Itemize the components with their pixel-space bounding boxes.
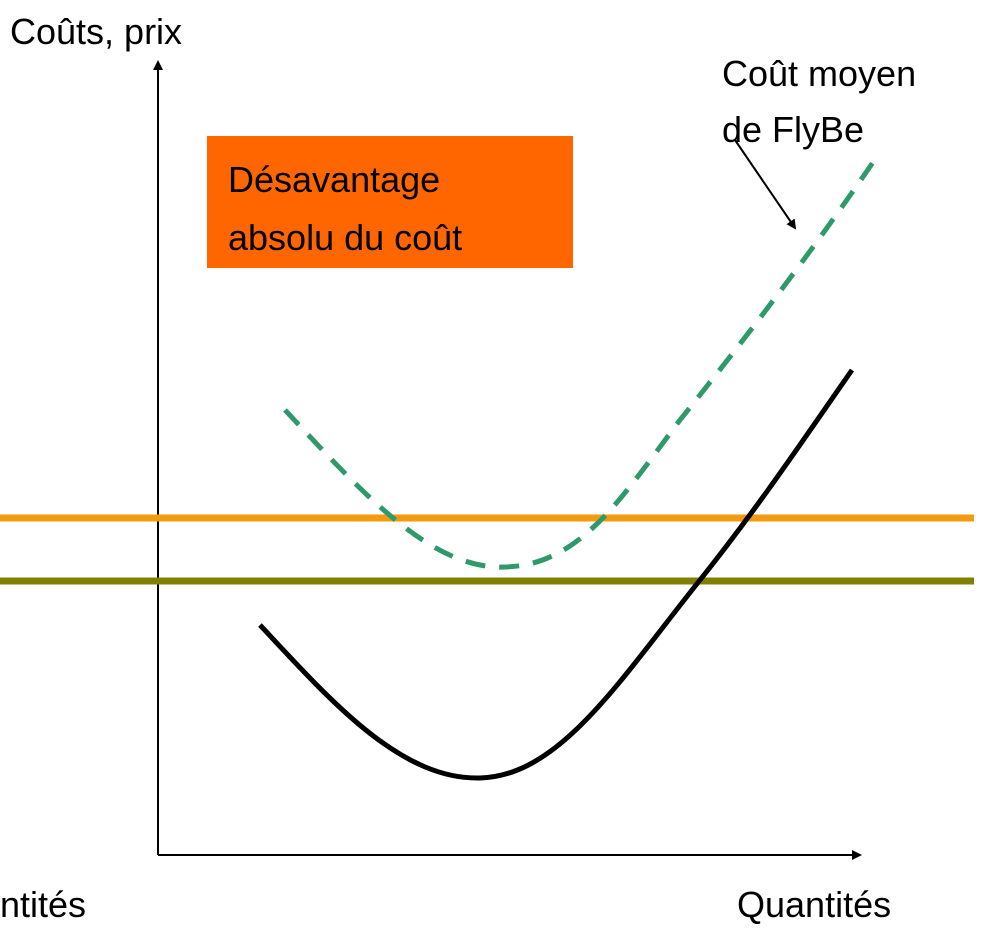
annotation-box [207,136,573,268]
cost-curve [258,368,855,781]
curve-label: Coût moyen [722,53,916,94]
curve-label: de FlyBe [722,109,864,150]
y-axis-label: Coûts, prix [10,11,182,52]
x-axis-label: Quantités [737,884,891,925]
pointer-arrow [734,139,797,230]
box-label: absolu du coût [228,217,462,258]
flybe-cost-curve [283,153,881,570]
x-axis-label: ntités [0,884,86,925]
box-label: Désavantage [228,159,440,200]
